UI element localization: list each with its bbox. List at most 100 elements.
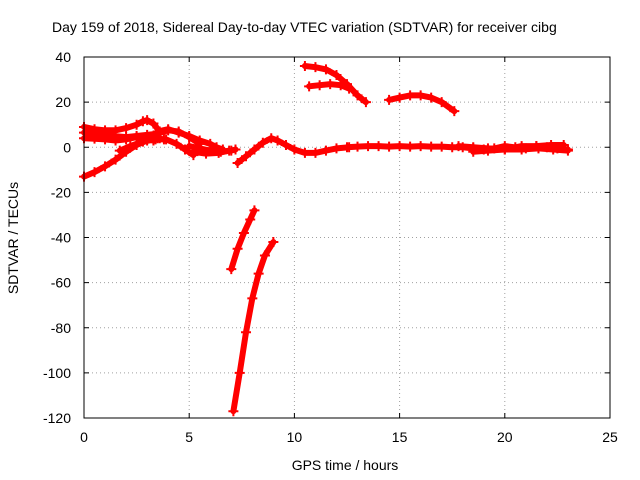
data-point bbox=[558, 139, 569, 150]
data-point bbox=[331, 143, 342, 154]
data-point bbox=[241, 151, 252, 162]
data-point bbox=[257, 137, 268, 148]
series-track-13 bbox=[299, 61, 371, 108]
data-point bbox=[453, 141, 464, 152]
data-point bbox=[360, 97, 371, 108]
data-point bbox=[546, 139, 557, 150]
data-point bbox=[131, 130, 142, 141]
data-point bbox=[121, 123, 132, 134]
data-point bbox=[394, 141, 405, 152]
data-point bbox=[499, 144, 510, 155]
x-tick-label: 25 bbox=[602, 429, 618, 445]
data-point bbox=[436, 141, 447, 152]
data-point bbox=[213, 147, 224, 158]
data-point bbox=[230, 144, 241, 155]
data-point bbox=[249, 144, 260, 155]
series-track-12 bbox=[468, 139, 569, 157]
data-point bbox=[114, 145, 125, 156]
data-point bbox=[426, 141, 437, 152]
x-tick-label: 20 bbox=[497, 429, 513, 445]
data-point bbox=[482, 145, 493, 156]
data-point bbox=[320, 64, 331, 75]
series-track-14 bbox=[304, 79, 355, 94]
data-point bbox=[171, 138, 182, 149]
data-point bbox=[100, 161, 111, 172]
data-point bbox=[272, 135, 283, 146]
data-point bbox=[373, 141, 384, 152]
data-point bbox=[184, 141, 195, 152]
data-point bbox=[562, 145, 573, 156]
y-axis-label: SDTVAR / TECUs bbox=[5, 182, 21, 294]
data-point bbox=[152, 126, 163, 137]
data-point bbox=[148, 118, 159, 129]
data-point bbox=[314, 80, 325, 91]
data-point bbox=[201, 148, 212, 159]
x-tick-label: 5 bbox=[185, 429, 193, 445]
data-point bbox=[331, 70, 342, 81]
data-point bbox=[110, 154, 121, 165]
data-point bbox=[125, 141, 136, 152]
data-point bbox=[516, 141, 527, 152]
data-point bbox=[320, 145, 331, 156]
y-tick-label: -20 bbox=[51, 184, 71, 200]
data-point bbox=[426, 92, 437, 103]
data-point bbox=[352, 90, 363, 101]
data-point bbox=[241, 327, 252, 338]
data-point bbox=[121, 132, 132, 143]
data-point bbox=[238, 227, 249, 238]
data-point bbox=[310, 147, 321, 158]
x-axis-label: GPS time / hours bbox=[292, 457, 399, 473]
data-point bbox=[384, 141, 395, 152]
data-point bbox=[280, 139, 291, 150]
data-point bbox=[266, 133, 277, 144]
data-point bbox=[188, 146, 199, 157]
chart-title: Day 159 of 2018, Sidereal Day-to-day VTE… bbox=[52, 19, 557, 35]
y-tick-label: 20 bbox=[55, 94, 71, 110]
data-point bbox=[436, 97, 447, 108]
data-point bbox=[249, 205, 260, 216]
series-track bbox=[230, 239, 277, 415]
x-tick-label: 10 bbox=[287, 429, 303, 445]
data-point bbox=[415, 90, 426, 101]
series-track bbox=[190, 147, 233, 157]
data-point bbox=[93, 128, 104, 139]
data-point bbox=[344, 83, 355, 94]
data-point bbox=[247, 293, 258, 304]
data-point bbox=[363, 141, 374, 152]
y-tick-label: 0 bbox=[63, 139, 71, 155]
data-point bbox=[268, 237, 279, 248]
series-track-5 bbox=[114, 134, 199, 161]
data-point bbox=[468, 146, 479, 157]
data-point bbox=[131, 119, 142, 130]
data-point bbox=[228, 406, 239, 417]
data-point bbox=[325, 79, 336, 90]
data-point bbox=[304, 81, 315, 92]
series-track bbox=[81, 117, 163, 135]
data-point bbox=[299, 61, 310, 72]
y-tick-label: -80 bbox=[51, 320, 71, 336]
data-point bbox=[150, 134, 161, 145]
series-track bbox=[81, 135, 167, 180]
y-tick-label: -40 bbox=[51, 230, 71, 246]
data-point bbox=[531, 141, 542, 152]
data-point bbox=[161, 134, 172, 145]
data-point bbox=[352, 141, 363, 152]
data-point bbox=[232, 158, 243, 169]
data-point bbox=[232, 243, 243, 254]
data-point bbox=[224, 145, 235, 156]
data-point bbox=[234, 367, 245, 378]
series-track-16 bbox=[226, 205, 260, 275]
data-point bbox=[384, 94, 395, 105]
data-point bbox=[163, 124, 174, 135]
y-tick-label: -120 bbox=[43, 410, 71, 426]
data-point bbox=[137, 136, 148, 147]
data-point bbox=[253, 268, 264, 279]
data-point bbox=[226, 264, 237, 275]
series-track-9 bbox=[232, 133, 355, 169]
data-point bbox=[89, 167, 100, 178]
y-tick-label: -100 bbox=[43, 365, 71, 381]
series-track-8 bbox=[188, 145, 235, 159]
data-point bbox=[173, 127, 184, 138]
data-point bbox=[449, 106, 460, 117]
